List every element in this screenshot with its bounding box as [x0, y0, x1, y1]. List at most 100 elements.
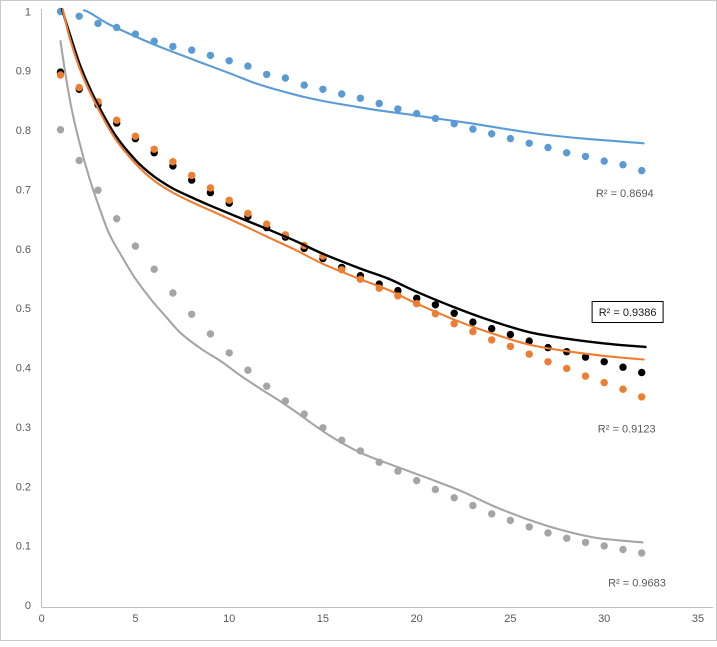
data-point-orange[interactable] — [188, 171, 196, 180]
data-point-black[interactable] — [525, 337, 533, 345]
data-point-orange[interactable] — [638, 393, 646, 401]
data-point-blue[interactable] — [263, 70, 271, 79]
data-point-gray[interactable] — [188, 310, 196, 318]
data-point-orange[interactable] — [506, 342, 515, 351]
data-point-black[interactable] — [506, 330, 515, 339]
data-point-orange[interactable] — [150, 145, 158, 153]
data-point-blue[interactable] — [600, 157, 608, 165]
data-point-blue[interactable] — [356, 94, 365, 102]
data-point-gray[interactable] — [450, 494, 458, 502]
data-point-blue[interactable] — [300, 81, 308, 89]
series-black-points[interactable] — [56, 68, 646, 377]
data-point-gray[interactable] — [413, 476, 421, 485]
data-point-black[interactable] — [619, 363, 627, 371]
data-point-orange[interactable] — [225, 196, 233, 204]
series-orange-points[interactable] — [56, 71, 646, 401]
y-tick-label: 0.4 — [16, 363, 31, 375]
r-squared-label-black: R² = 0.9386 — [599, 307, 657, 319]
data-point-black[interactable] — [600, 358, 608, 366]
data-point-blue[interactable] — [638, 166, 646, 175]
trendline-orange[interactable] — [61, 8, 645, 361]
y-tick-label: 0.6 — [16, 244, 31, 256]
data-point-orange[interactable] — [488, 336, 496, 344]
data-point-black[interactable] — [638, 368, 646, 377]
y-tick-label: 0.7 — [16, 184, 31, 196]
data-point-blue[interactable] — [506, 134, 515, 143]
data-point-blue[interactable] — [281, 74, 290, 82]
data-point-gray[interactable] — [150, 265, 158, 273]
data-point-gray[interactable] — [488, 510, 496, 518]
data-point-gray[interactable] — [506, 516, 515, 525]
data-point-blue[interactable] — [525, 139, 533, 147]
data-point-blue[interactable] — [488, 130, 496, 138]
data-point-blue[interactable] — [169, 42, 177, 51]
data-point-blue[interactable] — [375, 99, 383, 108]
data-point-gray[interactable] — [113, 215, 121, 223]
data-point-gray[interactable] — [263, 382, 271, 390]
data-point-blue[interactable] — [319, 85, 327, 94]
data-point-blue[interactable] — [469, 125, 477, 133]
trendline-gray[interactable] — [59, 40, 644, 544]
data-point-blue[interactable] — [244, 62, 252, 70]
data-point-orange[interactable] — [56, 71, 65, 79]
data-point-orange[interactable] — [563, 364, 571, 373]
data-point-blue[interactable] — [338, 90, 346, 98]
data-point-black[interactable] — [488, 324, 496, 333]
data-point-orange[interactable] — [113, 116, 121, 124]
data-point-blue[interactable] — [188, 46, 196, 54]
data-point-gray[interactable] — [169, 289, 177, 297]
data-point-blue[interactable] — [225, 57, 233, 65]
data-point-orange[interactable] — [581, 372, 590, 380]
data-point-orange[interactable] — [131, 132, 140, 140]
data-point-gray[interactable] — [94, 186, 102, 194]
data-point-blue[interactable] — [206, 51, 215, 60]
r-squared-box-black[interactable] — [591, 301, 664, 323]
trendline-black[interactable] — [60, 7, 647, 349]
data-point-blue[interactable] — [544, 143, 552, 152]
data-point-blue[interactable] — [619, 161, 627, 169]
data-point-blue[interactable] — [394, 105, 402, 113]
data-point-orange[interactable] — [206, 184, 215, 192]
series-gray-points[interactable] — [56, 126, 646, 557]
data-point-orange[interactable] — [75, 83, 83, 92]
data-point-gray[interactable] — [581, 538, 590, 547]
data-point-orange[interactable] — [169, 158, 177, 166]
data-point-gray[interactable] — [600, 542, 608, 550]
data-point-black[interactable] — [431, 301, 440, 309]
x-tick-label: 0 — [39, 613, 45, 625]
data-point-black[interactable] — [413, 294, 421, 302]
data-point-gray[interactable] — [544, 529, 552, 537]
data-point-blue[interactable] — [75, 12, 83, 20]
data-point-gray[interactable] — [244, 366, 252, 374]
data-point-gray[interactable] — [525, 523, 533, 531]
trendline-blue[interactable] — [82, 9, 645, 145]
data-point-gray[interactable] — [431, 485, 440, 494]
data-point-gray[interactable] — [619, 545, 627, 554]
data-point-gray[interactable] — [563, 534, 571, 542]
data-point-black[interactable] — [469, 318, 477, 326]
data-point-orange[interactable] — [525, 350, 533, 358]
data-point-blue[interactable] — [94, 19, 102, 28]
series-blue-points[interactable] — [56, 7, 646, 175]
data-point-orange[interactable] — [244, 209, 252, 218]
data-point-gray[interactable] — [469, 501, 477, 510]
data-point-orange[interactable] — [619, 385, 627, 393]
data-point-orange[interactable] — [450, 320, 458, 328]
data-point-orange[interactable] — [469, 327, 477, 336]
data-point-orange[interactable] — [544, 358, 552, 366]
data-point-gray[interactable] — [75, 156, 83, 165]
data-point-black[interactable] — [581, 353, 590, 361]
data-point-orange[interactable] — [263, 220, 271, 228]
data-point-gray[interactable] — [206, 330, 215, 338]
data-point-gray[interactable] — [638, 549, 646, 557]
data-point-gray[interactable] — [131, 242, 140, 250]
data-point-gray[interactable] — [56, 126, 65, 134]
data-point-blue[interactable] — [563, 149, 571, 157]
data-point-orange[interactable] — [600, 378, 608, 387]
data-point-gray[interactable] — [394, 467, 402, 475]
data-point-gray[interactable] — [225, 349, 233, 357]
data-point-blue[interactable] — [581, 152, 590, 161]
y-tick-label: 0.8 — [16, 125, 31, 137]
data-point-black[interactable] — [450, 309, 458, 317]
